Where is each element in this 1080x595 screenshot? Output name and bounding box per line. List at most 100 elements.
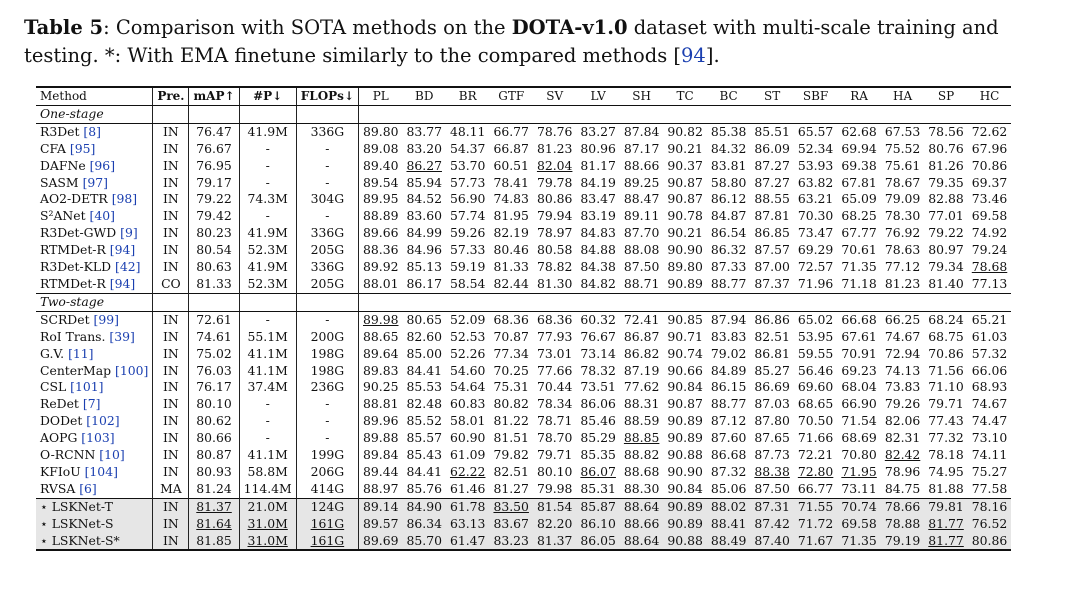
flops-cell: 198G [295,362,359,380]
class-ap-cell: 89.96 [358,413,403,431]
class-ap-cell: 90.71 [667,328,703,344]
citation-link[interactable]: [97] [82,174,108,190]
class-ap-cell: 86.82 [623,345,660,361]
citation-link[interactable]: [9] [120,225,138,241]
citation-link[interactable]: [104] [84,463,118,479]
flops-cell: 336G [295,225,359,243]
class-ap-cell: 78.30 [884,208,921,224]
class-ap-cell: 59.26 [449,225,486,241]
class-ap-cell: 82.04 [536,157,573,173]
citation-link[interactable]: [95] [69,140,96,156]
caption-ref-link[interactable]: 94 [681,44,706,67]
class-ap-cell: 72.41 [623,311,660,327]
class-ap-cell: 79.26 [884,396,921,412]
class-ap-cell: 81.77 [924,515,968,533]
class-ap-cell: 74.11 [971,447,1008,463]
citation-link[interactable]: [6] [79,480,97,496]
class-ap-cell: 88.81 [358,396,403,414]
pretrain-cell: IN [152,191,189,209]
params-cell: 41.9M [238,225,297,243]
method-name: R3Det-GWD [9] [36,225,153,242]
class-ap-cell: 68.75 [928,328,964,344]
section-blank-cell [837,105,881,124]
class-ap-cell: 69.38 [841,157,877,173]
method-label: DODet [40,413,87,429]
flops-cell: - [295,174,359,192]
section-blank-cell [706,292,751,312]
citation-link[interactable]: [11] [68,345,94,361]
citation-link[interactable]: [96] [89,157,116,173]
section-blank-cell [880,292,925,312]
class-ap-cell: 67.61 [841,328,877,344]
class-ap-cell: 60.32 [580,311,616,327]
params-cell: 41.1M [238,362,297,380]
map-cell: 72.61 [188,311,240,329]
class-ap-cell: 83.50 [489,497,533,516]
citation-link[interactable]: [8] [83,123,101,139]
class-ap-cell: 81.54 [532,497,577,516]
header-map: mAP↑ [188,85,240,106]
class-ap-cell: 82.31 [884,430,921,446]
class-ap-cell: 69.60 [797,379,834,395]
class-ap-cell: 88.64 [619,532,664,552]
citation-link[interactable]: [39] [109,328,135,344]
class-ap-cell: 75.52 [884,140,921,156]
class-ap-cell: 81.30 [536,275,573,291]
class-ap-cell: 70.86 [928,345,964,361]
class-ap-cell: 83.81 [710,157,747,173]
params-cell: 52.3M [238,275,297,294]
class-ap-cell: 71.56 [928,362,964,378]
table-row: AOPG [103] IN 80.66- -89.88 85.57 60.90 81.51 7… [36,430,1011,448]
class-ap-cell: 88.85 [623,430,660,446]
class-ap-cell: 78.76 [536,123,573,139]
class-ap-cell: 85.35 [580,447,616,463]
class-ap-cell: 86.81 [754,345,790,361]
citation-link[interactable]: [99] [93,311,119,327]
class-ap-cell: 62.22 [449,463,486,479]
class-ap-cell: 88.41 [706,515,751,533]
class-ap-cell: 69.37 [971,174,1008,190]
class-ap-cell: 83.67 [489,515,533,533]
method-name: RoI Trans. [39] [36,329,153,346]
citation-link[interactable]: [94] [109,242,136,258]
table-row: S²ANet [40] IN 79.42- -88.89 83.60 57.74 81.95… [36,208,1011,226]
params-cell: - [238,174,297,192]
citation-link[interactable]: [10] [99,447,125,463]
class-ap-cell: 81.77 [924,532,968,552]
class-ap-cell: 87.37 [754,275,790,291]
params-cell: - [238,311,297,329]
table-row-ours: ⋆ LSKNet-T IN 81.37 21.0M 124G 89.14 84.90 61.7… [36,497,1012,516]
params-cell: - [238,396,297,414]
class-ap-cell: 67.81 [841,174,877,190]
section-blank-cell [576,105,620,124]
class-ap-cell: 84.38 [580,259,616,275]
class-ap-cell: 79.81 [924,497,968,516]
citation-link[interactable]: [103] [81,430,115,446]
class-ap-cell: 78.67 [884,174,921,190]
citation-link[interactable]: [7] [82,396,101,412]
class-ap-cell: 60.51 [493,157,529,173]
method-label: SASM [40,174,83,190]
map-cell: 76.17 [188,379,240,397]
map-cell: 76.47 [188,123,240,141]
citation-link[interactable]: [102] [86,413,120,429]
table-row: G.V. [11] IN 75.02 41.1M 198G 89.64 85.00 52.26… [36,345,1011,363]
class-ap-cell: 66.77 [797,480,834,496]
citation-link[interactable]: [100] [114,362,149,378]
class-ap-cell: 88.30 [623,480,660,496]
section-blank-cell [619,105,664,124]
method-label: CFA [40,140,70,156]
method-name: S²ANet [40] [36,208,153,225]
citation-link[interactable]: [98] [111,191,138,207]
citation-link[interactable]: [101] [70,379,104,395]
citation-link[interactable]: [94] [109,275,136,291]
citation-link[interactable]: [40] [89,208,115,224]
class-ap-cell: 73.46 [971,191,1008,207]
class-ap-cell: 57.32 [971,345,1008,361]
citation-link[interactable]: [42] [115,259,141,275]
class-ap-cell: 74.67 [971,396,1008,412]
params-cell: 41.9M [238,123,297,141]
class-ap-cell: 90.89 [667,430,703,446]
section-blank-cell [358,105,403,124]
header-class-hc: HC [967,85,1012,106]
